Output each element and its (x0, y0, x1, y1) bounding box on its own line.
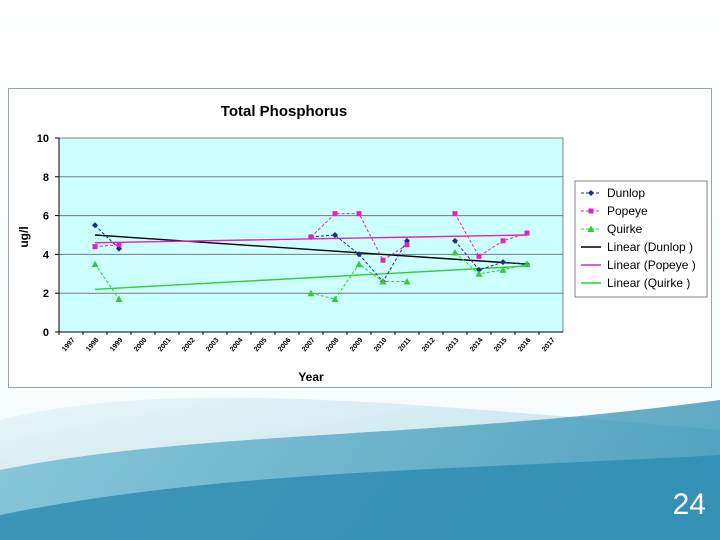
x-tick-label: 2000 (133, 337, 148, 354)
y-tick-label: 2 (43, 288, 49, 300)
series-line-quirke (94, 263, 120, 300)
data-point-popeye (452, 211, 458, 217)
data-point-popeye (380, 257, 386, 263)
trendline-dunlop (94, 234, 528, 265)
x-tick-label: 2010 (373, 337, 388, 354)
legend-marker-quirke (587, 225, 595, 232)
data-point-popeye (92, 244, 98, 250)
data-point-quirke (331, 295, 339, 303)
data-point-popeye (308, 234, 314, 240)
total-phosphorus-chart: Total Phosphorus ug/l Year 0 2 4 6 8 10 1997 19… (17, 103, 708, 384)
x-tick-label: 2012 (421, 337, 436, 354)
data-point-quirke (403, 278, 411, 285)
x-tick-label: 2002 (181, 337, 196, 354)
x-tick-label: 2016 (517, 337, 532, 354)
data-point-quirke (379, 278, 387, 285)
data-point-quirke (523, 260, 531, 268)
x-tick-label: 1997 (61, 337, 76, 354)
data-point-quirke (115, 295, 123, 303)
series-line-popeye (454, 213, 528, 258)
x-tick-label: 2003 (205, 337, 220, 354)
x-tick-label: 2008 (325, 337, 340, 354)
x-tick-label: 1998 (85, 337, 100, 354)
x-tick-label: 2009 (349, 337, 364, 354)
data-point-popeye (116, 242, 122, 248)
x-tick-label: 2013 (445, 337, 460, 354)
data-point-popeye (356, 211, 362, 217)
chart-frame: Total Phosphorus ug/l Year 0 2 4 6 8 10 1997 19… (8, 88, 712, 388)
y-tick-label: 10 (37, 133, 49, 145)
data-point-quirke (499, 266, 507, 273)
legend-label-dunlop: Dunlop (607, 186, 645, 200)
data-point-quirke (475, 270, 483, 277)
wave-dark (0, 455, 720, 540)
data-point-quirke (355, 260, 363, 268)
series-line-popeye (94, 244, 120, 248)
data-point-popeye (332, 211, 338, 217)
data-point-dunlop (332, 232, 338, 238)
legend-marker-dunlop (588, 190, 594, 196)
legend-label-popeye: Popeye (607, 204, 648, 218)
y-tick-label: 4 (43, 249, 50, 261)
data-point-dunlop (500, 259, 506, 266)
data-point-dunlop (92, 222, 98, 229)
data-point-quirke (307, 289, 315, 297)
x-tick-label: 2004 (229, 337, 244, 354)
data-point-dunlop (476, 266, 482, 273)
data-point-popeye (404, 242, 410, 248)
legend-label-linear-dunlop: Linear (Dunlop ) (607, 240, 693, 254)
series-line-quirke (454, 252, 528, 275)
legend-marker-popeye (588, 208, 594, 214)
data-point-popeye (476, 253, 482, 259)
data-point-dunlop (356, 251, 362, 258)
slide-number: 24 (672, 488, 706, 521)
x-tick-label: 2015 (493, 337, 508, 354)
trendline-quirke (94, 265, 528, 291)
x-tick-label: 2005 (253, 337, 268, 354)
y-tick-label: 8 (43, 172, 49, 184)
data-point-popeye (500, 238, 506, 244)
x-tick-label: 1999 (109, 337, 124, 354)
y-tick-label: 0 (43, 327, 49, 339)
x-tick-label: 2014 (469, 337, 484, 354)
x-tick-label: 2006 (277, 337, 292, 354)
x-axis-label: Year (298, 370, 324, 384)
y-tick-label: 6 (43, 211, 49, 223)
data-point-quirke (451, 248, 459, 256)
y-axis-label: ug/l (17, 226, 31, 247)
series-line-dunlop (310, 234, 408, 283)
data-point-popeye (524, 230, 530, 236)
legend-box (574, 180, 708, 298)
x-tick-label: 2011 (397, 337, 412, 353)
legend-label-linear-quirke: Linear (Quirke ) (607, 276, 690, 290)
x-tick-label: 2007 (301, 337, 316, 354)
chart-title: Total Phosphorus (221, 103, 347, 120)
x-tick-label: 2001 (157, 337, 172, 354)
data-point-dunlop (452, 237, 458, 244)
legend-label-quirke: Quirke (607, 222, 643, 236)
data-point-quirke (91, 260, 99, 268)
x-tick-label: 2017 (541, 337, 556, 354)
legend-label-linear-popeye: Linear (Popeye ) (607, 258, 696, 272)
series-line-dunlop (454, 240, 528, 271)
